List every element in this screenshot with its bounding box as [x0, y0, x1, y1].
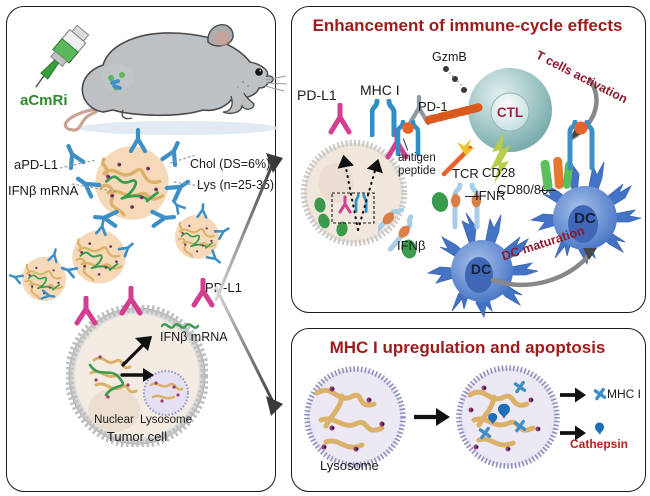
svg-text:Nuclear: Nuclear	[94, 414, 134, 426]
svg-text:Tumor cell: Tumor cell	[107, 429, 167, 444]
svg-text:Lysosome: Lysosome	[140, 414, 192, 426]
